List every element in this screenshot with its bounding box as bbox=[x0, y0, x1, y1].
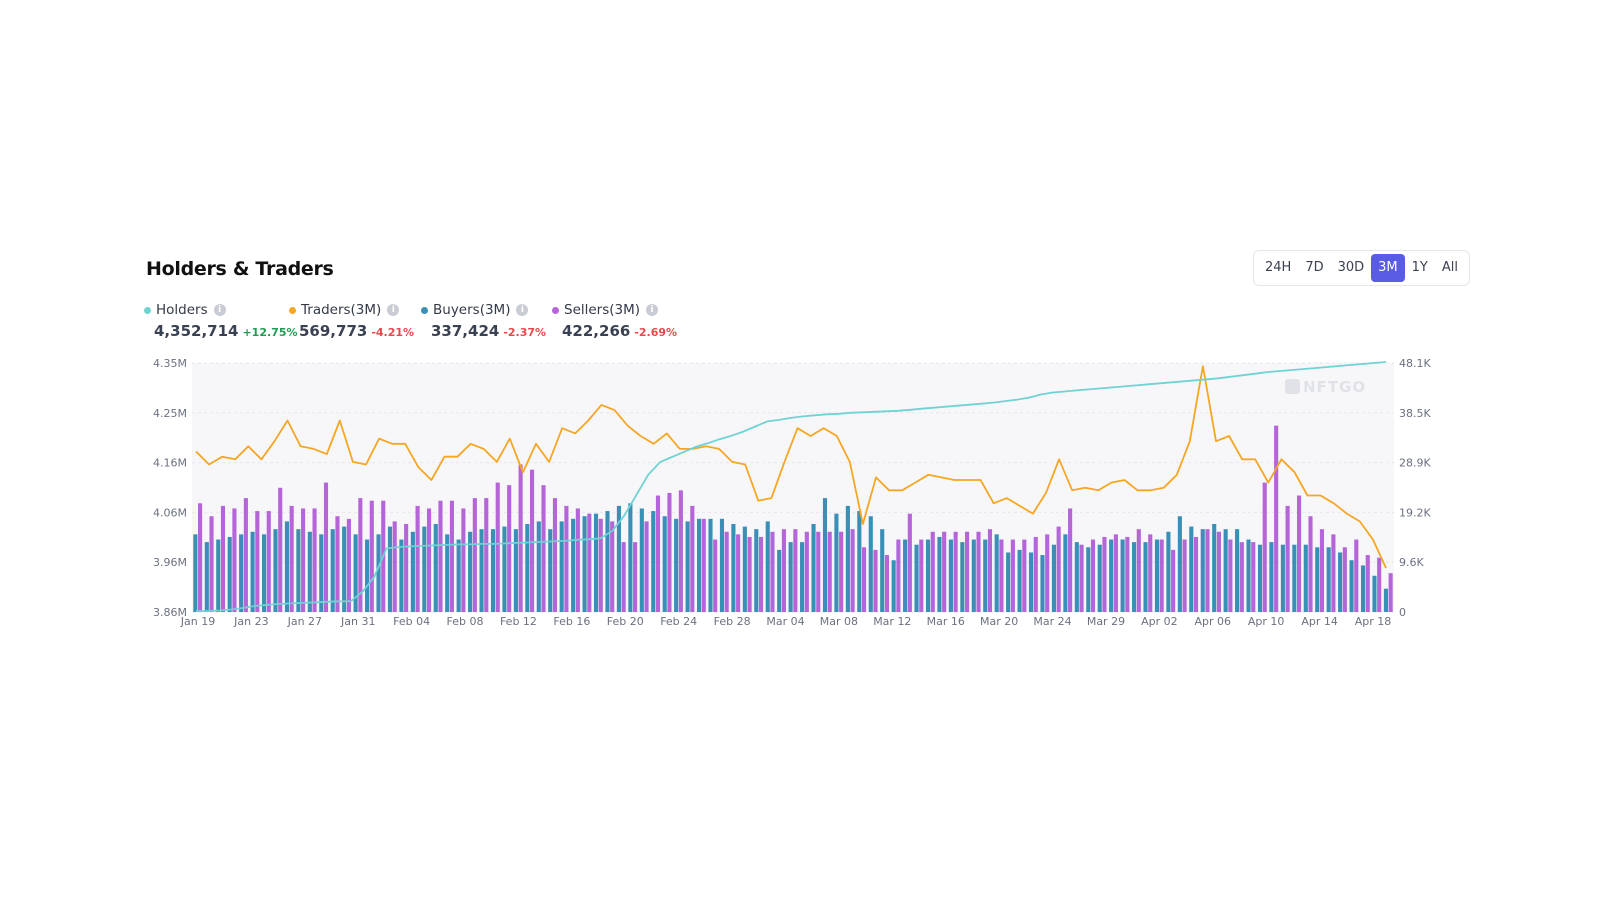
range-7d-button[interactable]: 7D bbox=[1305, 260, 1324, 275]
traders-dot-icon bbox=[289, 306, 296, 314]
info-icon[interactable]: i bbox=[646, 304, 659, 316]
legend-value: 422,266 bbox=[562, 322, 631, 340]
legend-label: Sellers(3M) bbox=[564, 302, 641, 318]
holders-traders-card: Holders & Traders 24H 7D 30D 3M 1Y All H… bbox=[140, 250, 1470, 650]
legend-change: +12.75% bbox=[242, 326, 298, 339]
range-30d-button[interactable]: 30D bbox=[1337, 260, 1365, 275]
legend-holders[interactable]: Holders i 4,352,714 +12.75% bbox=[144, 302, 298, 340]
info-icon[interactable]: i bbox=[516, 304, 529, 316]
legend-change: -2.69% bbox=[634, 326, 678, 339]
range-all-button[interactable]: All bbox=[1441, 260, 1458, 275]
legend-value: 569,773 bbox=[299, 322, 368, 340]
time-range-selector: 24H 7D 30D 3M 1Y All bbox=[1252, 250, 1470, 286]
legend-sellers[interactable]: Sellers(3M) i 422,266 -2.69% bbox=[552, 302, 677, 340]
legend-buyers[interactable]: Buyers(3M) i 337,424 -2.37% bbox=[421, 302, 546, 340]
holders-dot-icon bbox=[144, 306, 151, 314]
legend-label: Holders bbox=[156, 302, 208, 318]
range-24h-button[interactable]: 24H bbox=[1264, 260, 1292, 275]
legend-label: Buyers(3M) bbox=[433, 302, 511, 318]
legend-value: 337,424 bbox=[431, 322, 500, 340]
chart-title: Holders & Traders bbox=[146, 258, 334, 280]
legend-change: -2.37% bbox=[503, 326, 547, 339]
legend-change: -4.21% bbox=[371, 326, 415, 339]
info-icon[interactable]: i bbox=[387, 304, 400, 316]
range-3m-button[interactable]: 3M bbox=[1371, 254, 1405, 282]
legend-label: Traders(3M) bbox=[301, 302, 382, 318]
legend-traders[interactable]: Traders(3M) i 569,773 -4.21% bbox=[289, 302, 414, 340]
range-1y-button[interactable]: 1Y bbox=[1411, 260, 1428, 275]
legend-value: 4,352,714 bbox=[154, 322, 239, 340]
buyers-dot-icon bbox=[421, 306, 428, 314]
sellers-dot-icon bbox=[552, 306, 559, 314]
info-icon[interactable]: i bbox=[213, 304, 226, 316]
